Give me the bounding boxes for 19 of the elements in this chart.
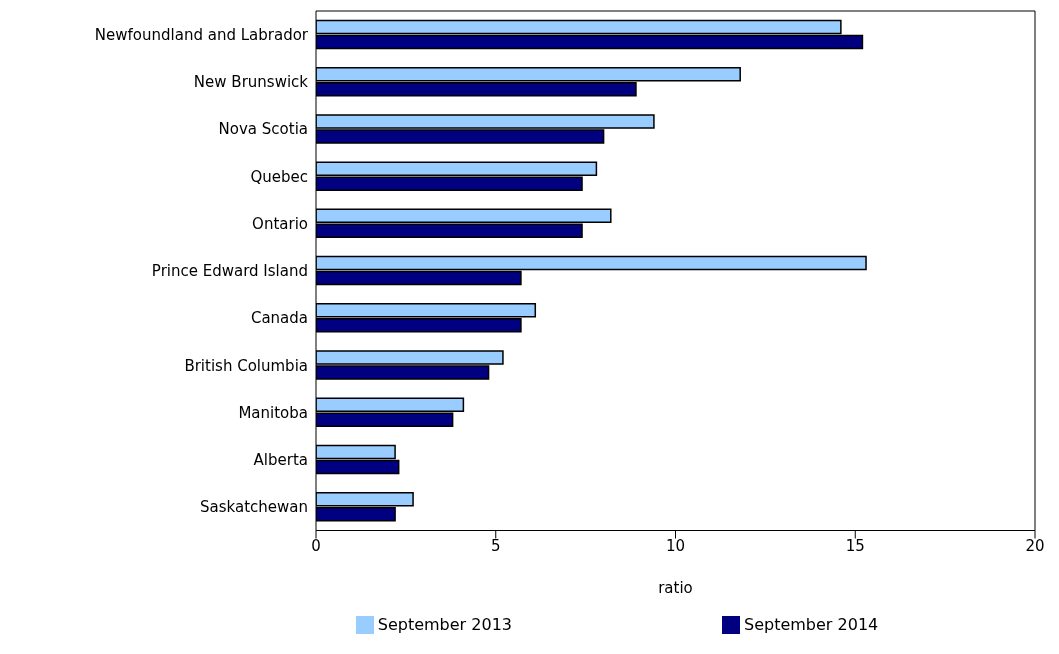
x-tick-label: 0 xyxy=(311,537,321,556)
y-tick-label: Quebec xyxy=(250,167,308,186)
x-tick-label: 10 xyxy=(665,537,686,556)
y-tick-label: British Columbia xyxy=(184,356,308,375)
y-tick-label: Canada xyxy=(250,309,308,328)
y-tick-label: Newfoundland and Labrador xyxy=(94,25,309,44)
y-tick-label: Prince Edward Island xyxy=(151,262,308,281)
x-tick-label: 20 xyxy=(1025,537,1045,556)
y-tick-label: New Brunswick xyxy=(193,73,309,92)
legend-label: September 2014 xyxy=(744,614,879,634)
y-tick-label: Nova Scotia xyxy=(218,120,308,139)
x-tick-label: 15 xyxy=(845,537,865,556)
y-tick-label: Ontario xyxy=(252,214,308,233)
y-tick-label: Manitoba xyxy=(238,403,308,422)
x-tick-label: 5 xyxy=(490,537,501,556)
y-tick-label: Saskatchewan xyxy=(200,498,308,517)
x-axis-title: ratio xyxy=(658,578,693,597)
y-tick-label: Alberta xyxy=(253,450,308,469)
legend-label: September 2013 xyxy=(377,614,512,634)
